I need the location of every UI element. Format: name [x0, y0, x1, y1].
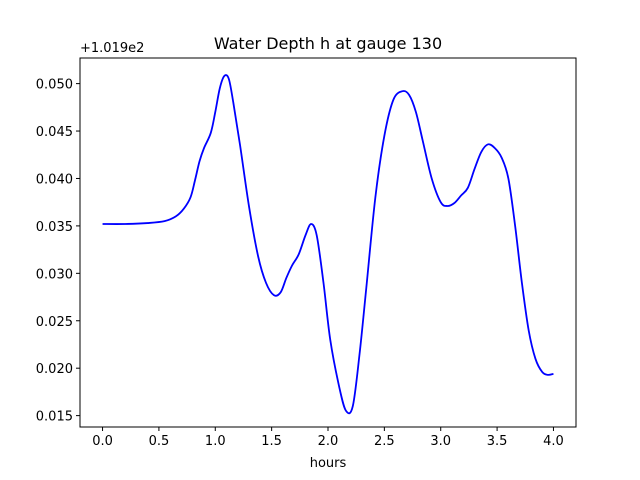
x-tick-label: 3.0 [430, 434, 451, 449]
y-tick-label: 0.040 [36, 172, 73, 187]
y-tick-label: 0.025 [36, 315, 73, 330]
y-offset-label: +1.019e2 [80, 41, 144, 56]
x-tick-label: 0.5 [149, 434, 170, 449]
x-tick-label: 0.0 [92, 434, 113, 449]
x-tick-label: 1.5 [261, 434, 282, 449]
y-tick-label: 0.030 [36, 267, 73, 282]
x-axis-label: hours [310, 456, 347, 471]
y-axis-ticks: 0.015 0.020 0.025 0.030 0.035 0.040 0.045 0.050 [36, 78, 80, 425]
x-axis-ticks: 0.0 0.5 1.0 1.5 2.0 2.5 3.0 3.5 4.0 [92, 427, 564, 449]
series-line [102, 74, 554, 415]
plot-frame [79, 57, 577, 428]
y-tick-label: 0.035 [36, 220, 73, 235]
y-tick-label: 0.045 [36, 125, 73, 140]
x-tick-label: 3.5 [487, 434, 508, 449]
x-tick-label: 1.0 [205, 434, 226, 449]
y-tick-label: 0.020 [36, 362, 73, 377]
y-tick-label: 0.050 [36, 78, 73, 93]
y-tick-label: 0.015 [36, 410, 73, 425]
x-tick-label: 2.0 [318, 434, 339, 449]
x-tick-label: 2.5 [374, 434, 395, 449]
x-tick-label: 4.0 [543, 434, 564, 449]
chart-title: Water Depth h at gauge 130 [214, 34, 442, 53]
